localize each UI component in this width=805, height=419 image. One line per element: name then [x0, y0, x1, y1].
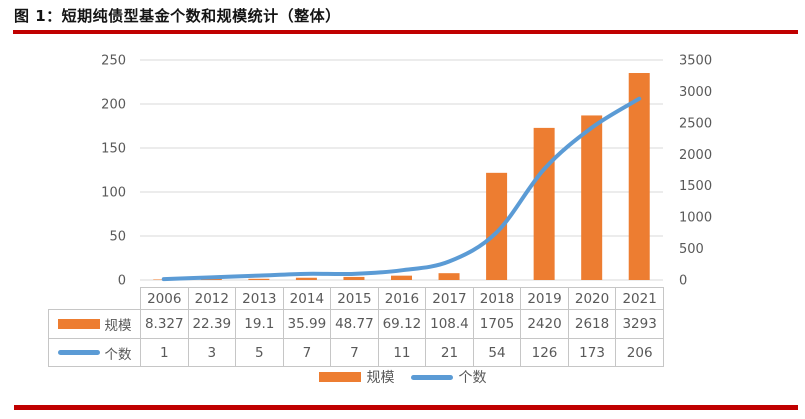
bar-scale: [628, 73, 650, 280]
table-cell-scale: 2420: [520, 309, 569, 339]
bar-swatch-icon: [57, 319, 100, 329]
left-axis-tick-label: 100: [101, 186, 126, 201]
table-row: 个数 1 3 5 7 7 11 21 54 126 173 206: [48, 338, 664, 367]
table-cell-count: 21: [425, 338, 474, 367]
table-header-row: 2006 2012 2013 2014 2015 2016 2017 2018 2019 2020…: [49, 287, 664, 310]
right-axis-tick-label: 2500: [679, 116, 712, 131]
legend-label-scale: 规模: [366, 370, 395, 386]
left-axis-tick-label: 250: [101, 54, 126, 69]
table-cell-count: 173: [567, 338, 617, 367]
legend-item-count: 个数: [410, 367, 487, 387]
table-series-label: 规模: [48, 309, 141, 339]
table-cell-count: 206: [615, 338, 664, 367]
legend-label-count: 个数: [458, 370, 487, 386]
table-cell-count: 5: [235, 338, 284, 367]
table-cell-count: 7: [282, 338, 332, 367]
bar-scale: [533, 127, 555, 280]
table-cell-scale: 108.4: [425, 309, 474, 339]
line-swatch-icon: [410, 374, 453, 380]
table-year-header: 2018: [472, 287, 522, 310]
table-cell-count: 1: [140, 338, 189, 367]
right-axis-tick-label: 0: [679, 274, 687, 289]
table-year-header: 2020: [567, 287, 617, 310]
left-axis-tick-label: 200: [101, 98, 126, 113]
table-cell-scale: 48.77: [330, 309, 379, 339]
bottom-divider: [14, 405, 798, 410]
table-year-header: 2021: [615, 287, 664, 310]
table-row: 规模 8.327 22.39 19.1 35.99 48.77 69.12 108.4 1705…: [48, 309, 664, 339]
series-label: 规模: [50, 314, 140, 334]
table-cell-count: 54: [472, 338, 522, 367]
series-label: 个数: [50, 343, 140, 363]
bar-scale: [486, 172, 508, 280]
table-year-header: 2017: [425, 287, 474, 310]
table-cell-scale: 69.12: [377, 309, 427, 339]
bar-scale: [438, 273, 460, 280]
table-cell-scale: 3293: [615, 309, 664, 339]
table-cell-scale: 2618: [567, 309, 617, 339]
bar-scale: [248, 278, 270, 280]
table-year-header: 2014: [282, 287, 332, 310]
table-cell-count: 7: [330, 338, 379, 367]
right-axis-tick-label: 1500: [679, 179, 712, 194]
title-divider: [13, 30, 798, 34]
table-cell-scale: 1705: [472, 309, 522, 339]
table-series-label: 个数: [48, 338, 141, 367]
right-axis-tick-label: 2000: [679, 148, 712, 163]
table-year-header: 2015: [330, 287, 379, 310]
chart-legend: 规模 个数: [0, 366, 805, 388]
chart-data-table: 2006 2012 2013 2014 2015 2016 2017 2018 2019 2020…: [48, 287, 664, 367]
table-year-header: 2019: [520, 287, 569, 310]
right-axis-tick-label: 1000: [679, 211, 712, 226]
table-cell-count: 11: [377, 338, 427, 367]
bar-scale: [391, 275, 412, 280]
bar-scale: [343, 276, 365, 280]
table-cell-scale: 8.327: [140, 309, 189, 339]
left-axis-tick-label: 0: [118, 274, 126, 289]
figure-title: 图 1：短期纯债型基金个数和规模统计（整体）: [14, 7, 341, 25]
bar-scale: [581, 115, 603, 280]
legend-item-scale: 规模: [318, 367, 395, 387]
table-corner-blank: [49, 288, 141, 310]
bar-scale: [295, 277, 317, 280]
table-cell-count: 3: [187, 338, 237, 367]
line-swatch-icon: [57, 350, 100, 355]
right-axis-tick-label: 500: [679, 242, 704, 257]
series-name-label: 个数: [104, 346, 132, 363]
table-year-header: 2013: [235, 287, 284, 310]
table-year-header: 2016: [377, 287, 427, 310]
right-axis-tick-label: 3000: [679, 85, 712, 100]
series-name-label: 规模: [104, 318, 132, 334]
table-cell-scale: 19.1: [235, 309, 284, 339]
line-count: [161, 96, 642, 282]
table-cell-count: 126: [520, 338, 569, 367]
right-axis-tick-label: 3500: [679, 54, 712, 69]
left-axis-tick-label: 150: [101, 142, 126, 157]
table-cell-scale: 22.39: [187, 309, 237, 339]
table-year-header: 2006: [140, 287, 189, 310]
table-year-header: 2012: [187, 287, 237, 310]
table-cell-scale: 35.99: [282, 309, 332, 339]
left-axis-tick-label: 50: [109, 230, 126, 245]
bar-swatch-icon: [318, 372, 361, 382]
